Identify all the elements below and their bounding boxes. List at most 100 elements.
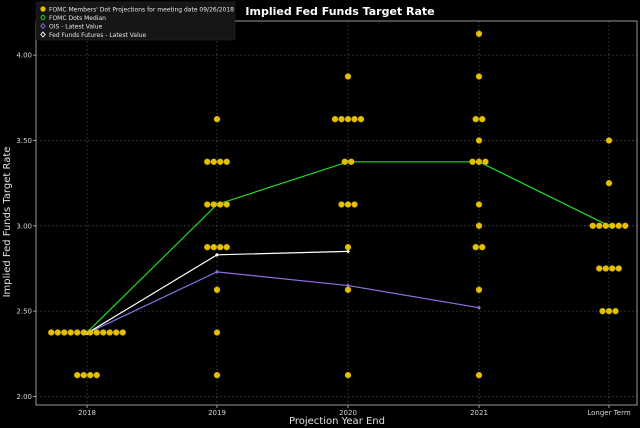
series-point — [215, 252, 219, 257]
dot-projection — [204, 158, 211, 166]
dot-projection — [217, 201, 224, 208]
x-tick-label: 2020 — [339, 409, 357, 417]
legend-box — [35, 1, 236, 41]
y-tick-label: 3.50 — [16, 137, 32, 145]
dot-projection — [204, 201, 211, 208]
legend-marker-median — [40, 15, 46, 20]
dot-projection — [54, 329, 61, 336]
dot-projection — [351, 115, 358, 123]
y-axis-ticks: 2.00 2.50 3.00 3.50 4.00 — [16, 52, 36, 401]
series-point — [346, 249, 350, 254]
dot-projection — [475, 30, 483, 37]
x-tick-label: 2018 — [78, 409, 96, 417]
dot-projection — [605, 137, 613, 144]
dot-projection — [87, 329, 94, 336]
dot-projection — [119, 329, 126, 336]
dot-projection — [217, 158, 224, 166]
x-tick-label: 2021 — [470, 409, 488, 417]
dot-projection — [210, 158, 217, 166]
dot-projection — [223, 201, 230, 208]
dot-projection — [357, 115, 365, 123]
dot-projection — [210, 243, 217, 251]
dot-projection — [351, 201, 358, 208]
dot-projection — [213, 329, 221, 336]
dot-projection — [609, 265, 616, 272]
dot-projection — [602, 222, 609, 230]
dot-projection — [61, 329, 68, 336]
dot-projection — [596, 222, 603, 230]
x-axis-label: Projection Year End — [289, 416, 385, 427]
dot-projection — [341, 158, 348, 166]
y-tick-label: 2.50 — [16, 308, 32, 316]
dot-projection — [605, 179, 613, 187]
dot-projection — [344, 286, 352, 293]
y-axis-label: Implied Fed Funds Target Rate — [2, 147, 13, 298]
dot-projection — [475, 222, 483, 230]
series-point — [346, 283, 350, 288]
dot-projection — [344, 115, 352, 123]
dot-projection — [338, 115, 345, 123]
dot-projection — [589, 222, 596, 230]
dot-projection — [223, 243, 230, 251]
dot-projection — [223, 158, 230, 166]
chart-title: Implied Fed Funds Target Rate — [245, 5, 434, 18]
dot-projection — [344, 371, 352, 379]
dot-projection — [615, 222, 622, 230]
dot-projection — [213, 115, 221, 123]
dot-projection — [472, 243, 479, 251]
dot-projection — [469, 158, 476, 166]
dot-projection — [100, 329, 107, 336]
dot-projection — [475, 371, 483, 379]
dot-projection — [213, 371, 221, 379]
dot-projection — [48, 329, 55, 336]
x-tick-label: Longer Term — [587, 409, 630, 417]
dot-projection — [331, 115, 339, 123]
dot-projection — [210, 201, 217, 208]
legend-marker-ois — [40, 22, 46, 30]
x-axis-ticks: 2018 2019 2020 2021 Longer Term — [78, 405, 631, 417]
dot-projection — [612, 307, 619, 315]
dot-projection — [596, 265, 603, 272]
dot-projection — [348, 158, 355, 166]
dot-projection — [599, 307, 606, 315]
legend-marker-dots — [40, 6, 46, 12]
series-point — [215, 269, 219, 274]
dot-projection — [475, 73, 483, 80]
dot-projection — [74, 371, 81, 379]
dot-projection — [344, 201, 352, 208]
dot-projection — [475, 137, 483, 144]
dot-projection — [475, 286, 483, 293]
dot-projection — [217, 243, 224, 251]
dot-projection — [479, 115, 486, 123]
dot-projection — [87, 371, 94, 379]
dot-projection — [472, 115, 479, 123]
dot-projection — [204, 243, 211, 251]
y-tick-label: 3.00 — [16, 222, 32, 230]
dot-projection — [74, 329, 81, 336]
plot-frame — [35, 20, 638, 406]
dot-projection — [67, 329, 74, 336]
dot-projection — [475, 201, 483, 208]
dot-projection — [213, 286, 221, 293]
y-tick-label: 4.00 — [16, 52, 32, 60]
series-line — [86, 271, 480, 334]
x-tick-label: 2019 — [208, 409, 226, 417]
legend-label-ois: OIS - Latest Value — [49, 23, 103, 30]
dot-projection — [482, 158, 489, 166]
legend: FOMC Members' Dot Projections for meetin… — [35, 1, 236, 41]
series-lines — [85, 159, 611, 336]
dot-projection — [479, 243, 486, 251]
dot-projection — [113, 329, 120, 336]
dot-projection — [80, 329, 87, 336]
dot-projection — [106, 329, 113, 336]
dot-projection — [80, 371, 87, 379]
legend-marker-futures — [40, 31, 46, 38]
dot-projection — [338, 201, 345, 208]
series-point — [477, 305, 481, 310]
dot-projection — [93, 329, 100, 336]
legend-label-futures: Fed Funds Futures - Latest Value — [49, 32, 147, 39]
legend-label-median: FOMC Dots Median — [49, 15, 106, 22]
dot-projection — [475, 158, 483, 166]
